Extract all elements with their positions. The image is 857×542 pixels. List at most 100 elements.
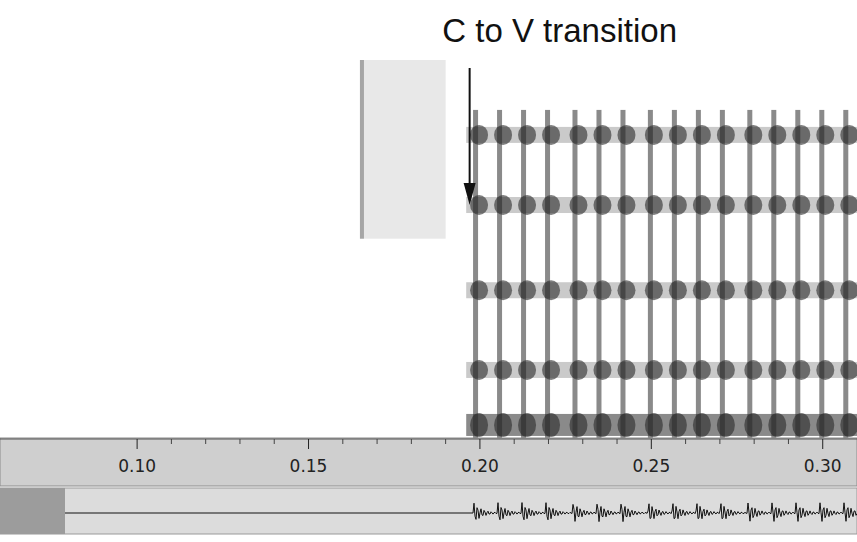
formant-blob — [669, 413, 687, 437]
formant-blob — [593, 280, 611, 300]
formant-blob — [569, 413, 587, 437]
formant-blob — [494, 125, 512, 145]
minor-tick — [411, 439, 412, 444]
formant-blob — [744, 195, 762, 215]
tick — [137, 439, 138, 449]
formant-blob — [768, 360, 786, 380]
glottal-pulse — [545, 110, 550, 438]
formant-blob — [593, 125, 611, 145]
formant-blob — [542, 195, 560, 215]
formant-blob — [494, 413, 512, 437]
glottal-pulse — [819, 110, 824, 438]
formant-blob — [768, 125, 786, 145]
formant-blob — [494, 195, 512, 215]
formant-blob — [470, 280, 488, 300]
formant-blob — [645, 195, 663, 215]
tick-label: 0.15 — [290, 456, 328, 476]
tick-label: 0.25 — [632, 456, 670, 476]
glottal-pulse — [771, 110, 776, 438]
formant-blob — [717, 280, 735, 300]
glottal-pulse — [696, 110, 701, 438]
glottal-pulse — [648, 110, 653, 438]
tick-label: 0.30 — [804, 456, 842, 476]
formant-blob — [744, 125, 762, 145]
burst — [360, 60, 446, 239]
formant-blob — [792, 360, 810, 380]
formant-blob — [542, 413, 560, 437]
glottal-pulse — [473, 110, 478, 438]
formant-blob — [518, 195, 536, 215]
arrow-head — [464, 183, 476, 205]
formant-blob — [816, 413, 834, 437]
formant-blob — [518, 360, 536, 380]
formant-blob — [816, 125, 834, 145]
tick-label: 0.10 — [118, 456, 156, 476]
formant-blob — [669, 360, 687, 380]
waveform — [65, 503, 857, 522]
formant-blob — [840, 360, 857, 380]
formant-blob — [693, 360, 711, 380]
glottal-pulse — [497, 110, 502, 438]
formant-blob — [494, 280, 512, 300]
formant-blob — [645, 280, 663, 300]
minor-tick — [582, 439, 583, 444]
annotation: C to V transition — [442, 12, 677, 49]
formant-blob — [645, 413, 663, 437]
minor-tick — [205, 439, 206, 444]
formant-blob — [542, 280, 560, 300]
minor-tick — [445, 439, 446, 444]
formant-blob — [768, 195, 786, 215]
formant-blob — [569, 195, 587, 215]
axis-line — [0, 439, 857, 440]
formant-blob — [569, 125, 587, 145]
formant-blob — [617, 195, 635, 215]
formant-blob — [717, 125, 735, 145]
tick — [308, 439, 309, 449]
formant-blob — [669, 195, 687, 215]
formant-blob — [569, 280, 587, 300]
formant-blob — [617, 280, 635, 300]
formant-blob — [470, 195, 488, 215]
formant-blob — [792, 280, 810, 300]
minor-tick — [754, 439, 755, 444]
waveform-panel — [0, 488, 857, 534]
waveform-group — [65, 503, 857, 522]
formant-blob — [518, 125, 536, 145]
formant-blob — [744, 360, 762, 380]
tick — [479, 439, 480, 449]
glottal-pulse — [672, 110, 677, 438]
glottal-pulse — [795, 110, 800, 438]
formant-blob — [470, 125, 488, 145]
formant-blob — [840, 413, 857, 437]
tick — [822, 439, 823, 449]
formant-blob — [717, 413, 735, 437]
formant-blob — [693, 280, 711, 300]
formant-blob — [645, 125, 663, 145]
formant-blob — [494, 360, 512, 380]
tick-label: 0.20 — [461, 456, 499, 476]
tick — [651, 439, 652, 449]
formant-blob — [693, 125, 711, 145]
formant-blob — [840, 195, 857, 215]
formant-blob — [816, 360, 834, 380]
glottal-pulse — [720, 110, 725, 438]
minor-tick — [685, 439, 686, 444]
glottal-pulse — [521, 110, 526, 438]
minor-tick — [617, 439, 618, 444]
formant-blob — [717, 360, 735, 380]
formant-blob — [542, 125, 560, 145]
waveform-scroll — [0, 488, 65, 534]
arrow-shaft — [469, 68, 471, 185]
formant-blob — [518, 413, 536, 437]
glottal-pulse — [572, 110, 577, 438]
minor-tick — [377, 439, 378, 444]
axis-bar — [0, 438, 857, 486]
formant-blob — [542, 360, 560, 380]
formant-blob — [768, 280, 786, 300]
formant-blob — [792, 195, 810, 215]
glottal-pulse — [596, 110, 601, 438]
formant-blob — [669, 280, 687, 300]
formant-blob — [693, 413, 711, 437]
formant-blob — [470, 360, 488, 380]
formant-band — [466, 414, 857, 436]
